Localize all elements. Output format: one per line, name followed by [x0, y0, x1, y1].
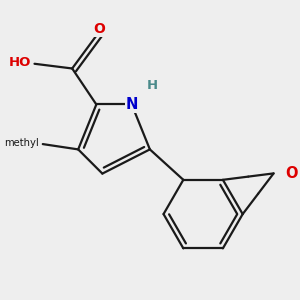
- Text: H: H: [147, 79, 158, 92]
- Text: methyl: methyl: [4, 138, 39, 148]
- Text: HO: HO: [8, 56, 31, 69]
- Text: N: N: [125, 97, 138, 112]
- Text: O: O: [285, 166, 297, 181]
- Text: O: O: [94, 22, 105, 36]
